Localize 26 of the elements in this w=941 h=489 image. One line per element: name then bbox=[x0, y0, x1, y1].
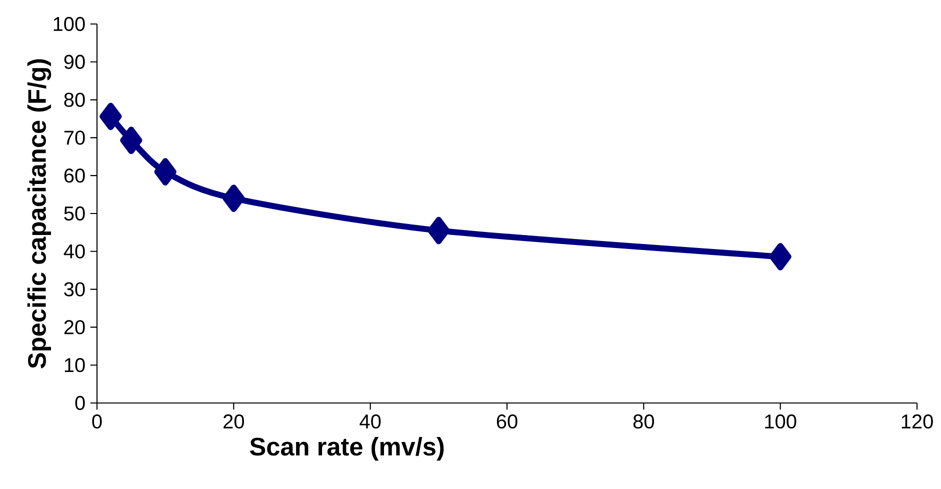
x-axis-title: Scan rate (mv/s) bbox=[250, 437, 444, 461]
x-tick-label: 60 bbox=[496, 414, 518, 429]
y-tick-label: 100 bbox=[54, 16, 85, 32]
y-tick-label: 50 bbox=[64, 206, 85, 221]
y-tick-label: 40 bbox=[64, 244, 85, 258]
x-tick-label: 80 bbox=[633, 414, 654, 429]
point bbox=[769, 243, 792, 270]
point bbox=[100, 102, 122, 130]
y-tick-label: 60 bbox=[64, 168, 85, 183]
y-tick-label: 70 bbox=[64, 130, 85, 145]
point bbox=[428, 216, 450, 244]
x-tick-label: 0 bbox=[92, 414, 102, 429]
x-tick-label: 20 bbox=[224, 414, 244, 429]
x-tick-label: 120 bbox=[902, 414, 933, 429]
point bbox=[222, 184, 245, 212]
point bbox=[120, 126, 142, 154]
x-tick-label: 100 bbox=[765, 414, 796, 429]
y-tick-label: 0 bbox=[75, 396, 85, 410]
x-tick-label: 40 bbox=[360, 414, 381, 429]
y-tick-label: 30 bbox=[64, 282, 85, 296]
y-tick-label: 90 bbox=[64, 54, 85, 69]
y-tick-label: 80 bbox=[64, 92, 85, 107]
y-axis-title: Specific capacitance (F/g) bbox=[27, 59, 52, 368]
y-tick-label: 10 bbox=[64, 358, 85, 372]
y-tick-label: 20 bbox=[64, 320, 85, 334]
point bbox=[154, 158, 176, 186]
